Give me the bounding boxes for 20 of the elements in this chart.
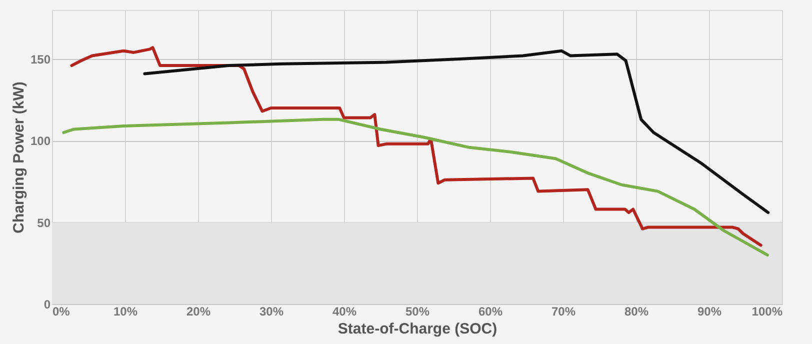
x-tick-label: 60% xyxy=(478,304,503,318)
line-series xyxy=(143,49,770,214)
y-tick-label: 150 xyxy=(30,52,51,66)
x-tick-label: 80% xyxy=(624,304,649,318)
y-axis-title: Charging Power (kW) xyxy=(10,82,28,234)
x-tick-label: 0% xyxy=(52,304,70,318)
y-tick-label: 0 xyxy=(44,298,51,312)
y-tick-label: 50 xyxy=(37,216,51,230)
x-tick-label: 20% xyxy=(186,304,211,318)
x-tick-label: 40% xyxy=(332,304,357,318)
line-series xyxy=(70,46,762,247)
x-tick-label: 10% xyxy=(113,304,138,318)
x-tick-label: 90% xyxy=(697,304,722,318)
x-tick-label: 70% xyxy=(551,304,576,318)
y-tick-label: 100 xyxy=(30,134,51,148)
x-tick-label: 30% xyxy=(259,304,284,318)
line-series xyxy=(62,118,769,256)
x-tick-label: 100% xyxy=(752,304,783,318)
x-tick-label: 50% xyxy=(405,304,430,318)
x-axis-title: State-of-Charge (SOC) xyxy=(338,320,498,338)
